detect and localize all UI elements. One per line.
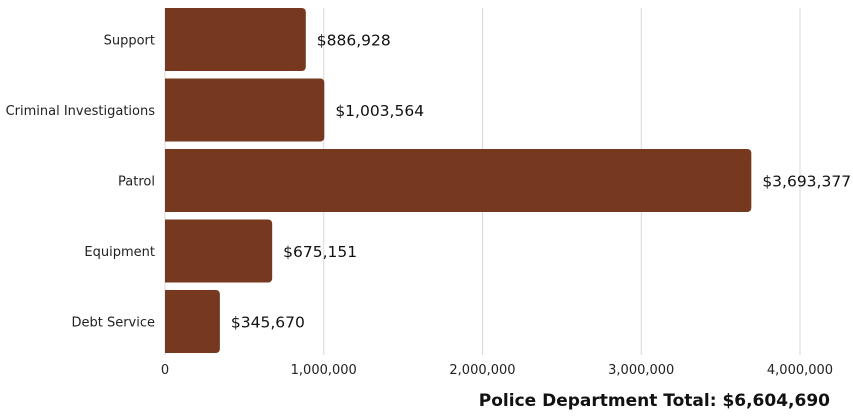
x-tick-label: 0: [161, 363, 169, 378]
bar-base-4: [165, 290, 171, 353]
bar-criminal-investigations: [165, 78, 325, 142]
category-label: Criminal Investigations: [6, 104, 156, 119]
category-label: Debt Service: [71, 316, 155, 331]
bar-base-3: [165, 219, 171, 283]
chart-total-label: Police Department Total: $6,604,690: [479, 391, 830, 411]
tick-layer: 0 1,000,000 2,000,000 3,000,000 4,000,000: [161, 363, 833, 378]
data-label: $345,670: [231, 314, 305, 332]
category-label: Equipment: [84, 245, 155, 260]
bar-equipment: [165, 219, 273, 283]
data-label: $1,003,564: [335, 102, 424, 120]
bar-layer: [165, 8, 752, 353]
bar-base-2: [165, 149, 171, 212]
data-label: $3,693,377: [762, 173, 851, 191]
label-layer: Support $886,928 Criminal Investigations $1…: [6, 32, 851, 332]
data-label: $675,151: [283, 243, 357, 261]
category-label: Support: [104, 34, 155, 49]
data-label: $886,928: [317, 32, 391, 50]
x-tick-label: 2,000,000: [449, 363, 515, 378]
x-tick-label: 1,000,000: [291, 363, 357, 378]
category-label: Patrol: [118, 175, 155, 190]
bar-base-0: [165, 8, 171, 71]
bar-debt-service: [165, 290, 220, 353]
bar-support: [165, 8, 306, 71]
x-tick-label: 3,000,000: [608, 363, 674, 378]
bar-base-1: [165, 78, 171, 142]
bar-patrol: [165, 149, 752, 212]
x-tick-label: 4,000,000: [767, 363, 833, 378]
